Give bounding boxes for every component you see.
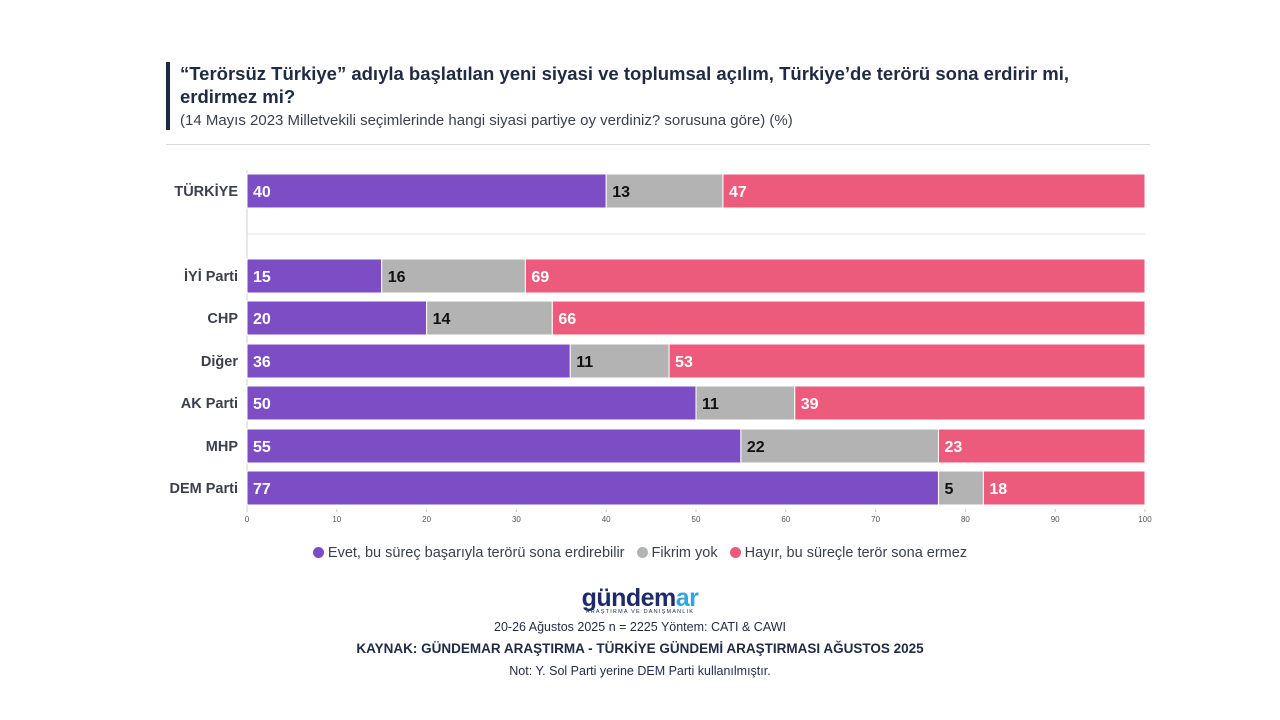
category-label-iyi-parti: İYİ Parti [184,268,238,285]
bar-yes-dem-parti [246,470,939,506]
bar-no-ak-parti [794,385,1146,421]
bar-no-turkiye [722,173,1146,209]
category-label-mhp: MHP [206,439,239,455]
data-label-yes-diger: 36 [253,354,271,371]
bar-no-dem-parti [982,470,1146,506]
bar-yes-turkiye [246,173,607,209]
x-tick-label-20: 20 [422,515,431,524]
data-label-no-mhp: 23 [944,439,962,456]
bar-no-opinion-dem-parti [937,470,984,506]
data-label-no-opinion-dem-parti: 5 [944,481,953,498]
x-tick-label-90: 90 [1051,515,1060,524]
chart-subtitle: (14 Mayıs 2023 Milletvekili seçimlerinde… [180,112,793,129]
legend-swatch-yes [312,547,324,558]
legend-item-yes: Evet, bu süreç başarıyla terörü sona erd… [312,545,625,561]
bar-no-opinion-ak-parti [695,385,796,421]
category-label-turkiye: TÜRKİYE [174,183,238,200]
data-label-no-diger: 53 [675,354,693,371]
legend-label-no: Hayır, bu süreçle terör sona ermez [744,545,968,561]
x-tick-label-100: 100 [1138,515,1152,524]
data-label-no-opinion-turkiye: 13 [612,184,630,201]
category-label-chp: CHP [207,311,238,327]
x-tick-label-10: 10 [332,515,341,524]
data-label-no-chp: 66 [558,311,576,328]
method-note: 20-26 Ağustos 2025 n = 2225 Yöntem: CATI… [494,620,786,634]
chart-title: “Terörsüz Türkiye” adıyla başlatılan yen… [180,63,1070,107]
legend-label-yes: Evet, bu süreç başarıyla terörü sona erd… [327,545,625,561]
data-label-yes-dem-parti: 77 [253,481,271,498]
bar-no-opinion-iyi-parti [381,258,526,294]
bar-no-opinion-chp [426,300,553,336]
bar-yes-mhp [246,428,742,464]
data-label-yes-mhp: 55 [253,439,271,456]
x-tick-label-30: 30 [512,515,521,524]
title-block: “Terörsüz Türkiye” adıyla başlatılan yen… [166,62,1140,130]
bar-yes-chp [246,300,428,336]
logo-wordmark: gündemar [0,585,1280,611]
legend-item-no-opinion: Fikrim yok [636,545,718,561]
x-tick-label-50: 50 [692,515,701,524]
bar-no-iyi-parti [524,258,1146,294]
category-label-ak-parti: AK Parti [181,396,238,412]
logo-main-text: gündem [581,584,677,612]
data-label-yes-turkiye: 40 [253,184,271,201]
x-tick-label-0: 0 [245,515,250,524]
stacked-bar-chart: TÜRKİYE 40 13 47 İYİ Parti 15 16 69 CHP 20 14 66 Diğ… [170,170,1152,524]
legend-label-no-opinion: Fikrim yok [651,545,718,561]
bar-no-opinion-diger [569,343,670,379]
data-label-no-opinion-ak-parti: 11 [702,396,719,413]
legend-item-no: Hayır, bu süreçle terör sona ermez [729,545,968,561]
x-tick-label-80: 80 [961,515,970,524]
data-label-yes-chp: 20 [253,311,271,328]
bar-yes-iyi-parti [246,258,383,294]
x-tick-label-70: 70 [871,515,880,524]
x-tick-label-60: 60 [781,515,790,524]
gundemar-logo: gündemar ARAŞTIRMA VE DANIŞMANLIK [0,585,1280,615]
source-note: KAYNAK: GÜNDEMAR ARAŞTIRMA - TÜRKİYE GÜN… [356,641,924,656]
data-label-no-opinion-diger: 11 [576,354,593,371]
category-label-dem-parti: DEM Parti [170,481,239,497]
data-label-no-dem-parti: 18 [989,481,1007,498]
data-label-no-opinion-mhp: 22 [747,439,765,456]
data-label-yes-iyi-parti: 15 [253,269,271,286]
legend-swatch-no [729,547,741,558]
title-divider [166,144,1150,145]
data-label-no-opinion-iyi-parti: 16 [388,269,406,286]
bar-no-opinion-mhp [740,428,939,464]
bar-no-mhp [937,428,1146,464]
data-label-no-iyi-parti: 69 [531,269,549,286]
legend: Evet, bu süreç başarıyla terörü sona erd… [0,545,1280,561]
legend-swatch-no-opinion [636,547,648,558]
data-label-no-turkiye: 47 [729,184,747,201]
category-label-diger: Diğer [201,354,238,370]
bar-yes-ak-parti [246,385,697,421]
data-label-no-ak-parti: 39 [801,396,819,413]
footnote: Not: Y. Sol Parti yerine DEM Parti kulla… [509,664,771,678]
logo-accent-text: ar [675,584,699,612]
logo-subtitle: ARAŞTIRMA VE DANIŞMANLIK [585,609,695,615]
bar-no-chp [551,300,1146,336]
bar-no-diger [668,343,1146,379]
data-label-yes-ak-parti: 50 [253,396,271,413]
bar-yes-diger [246,343,571,379]
data-label-no-opinion-chp: 14 [433,311,451,328]
x-tick-label-40: 40 [602,515,611,524]
